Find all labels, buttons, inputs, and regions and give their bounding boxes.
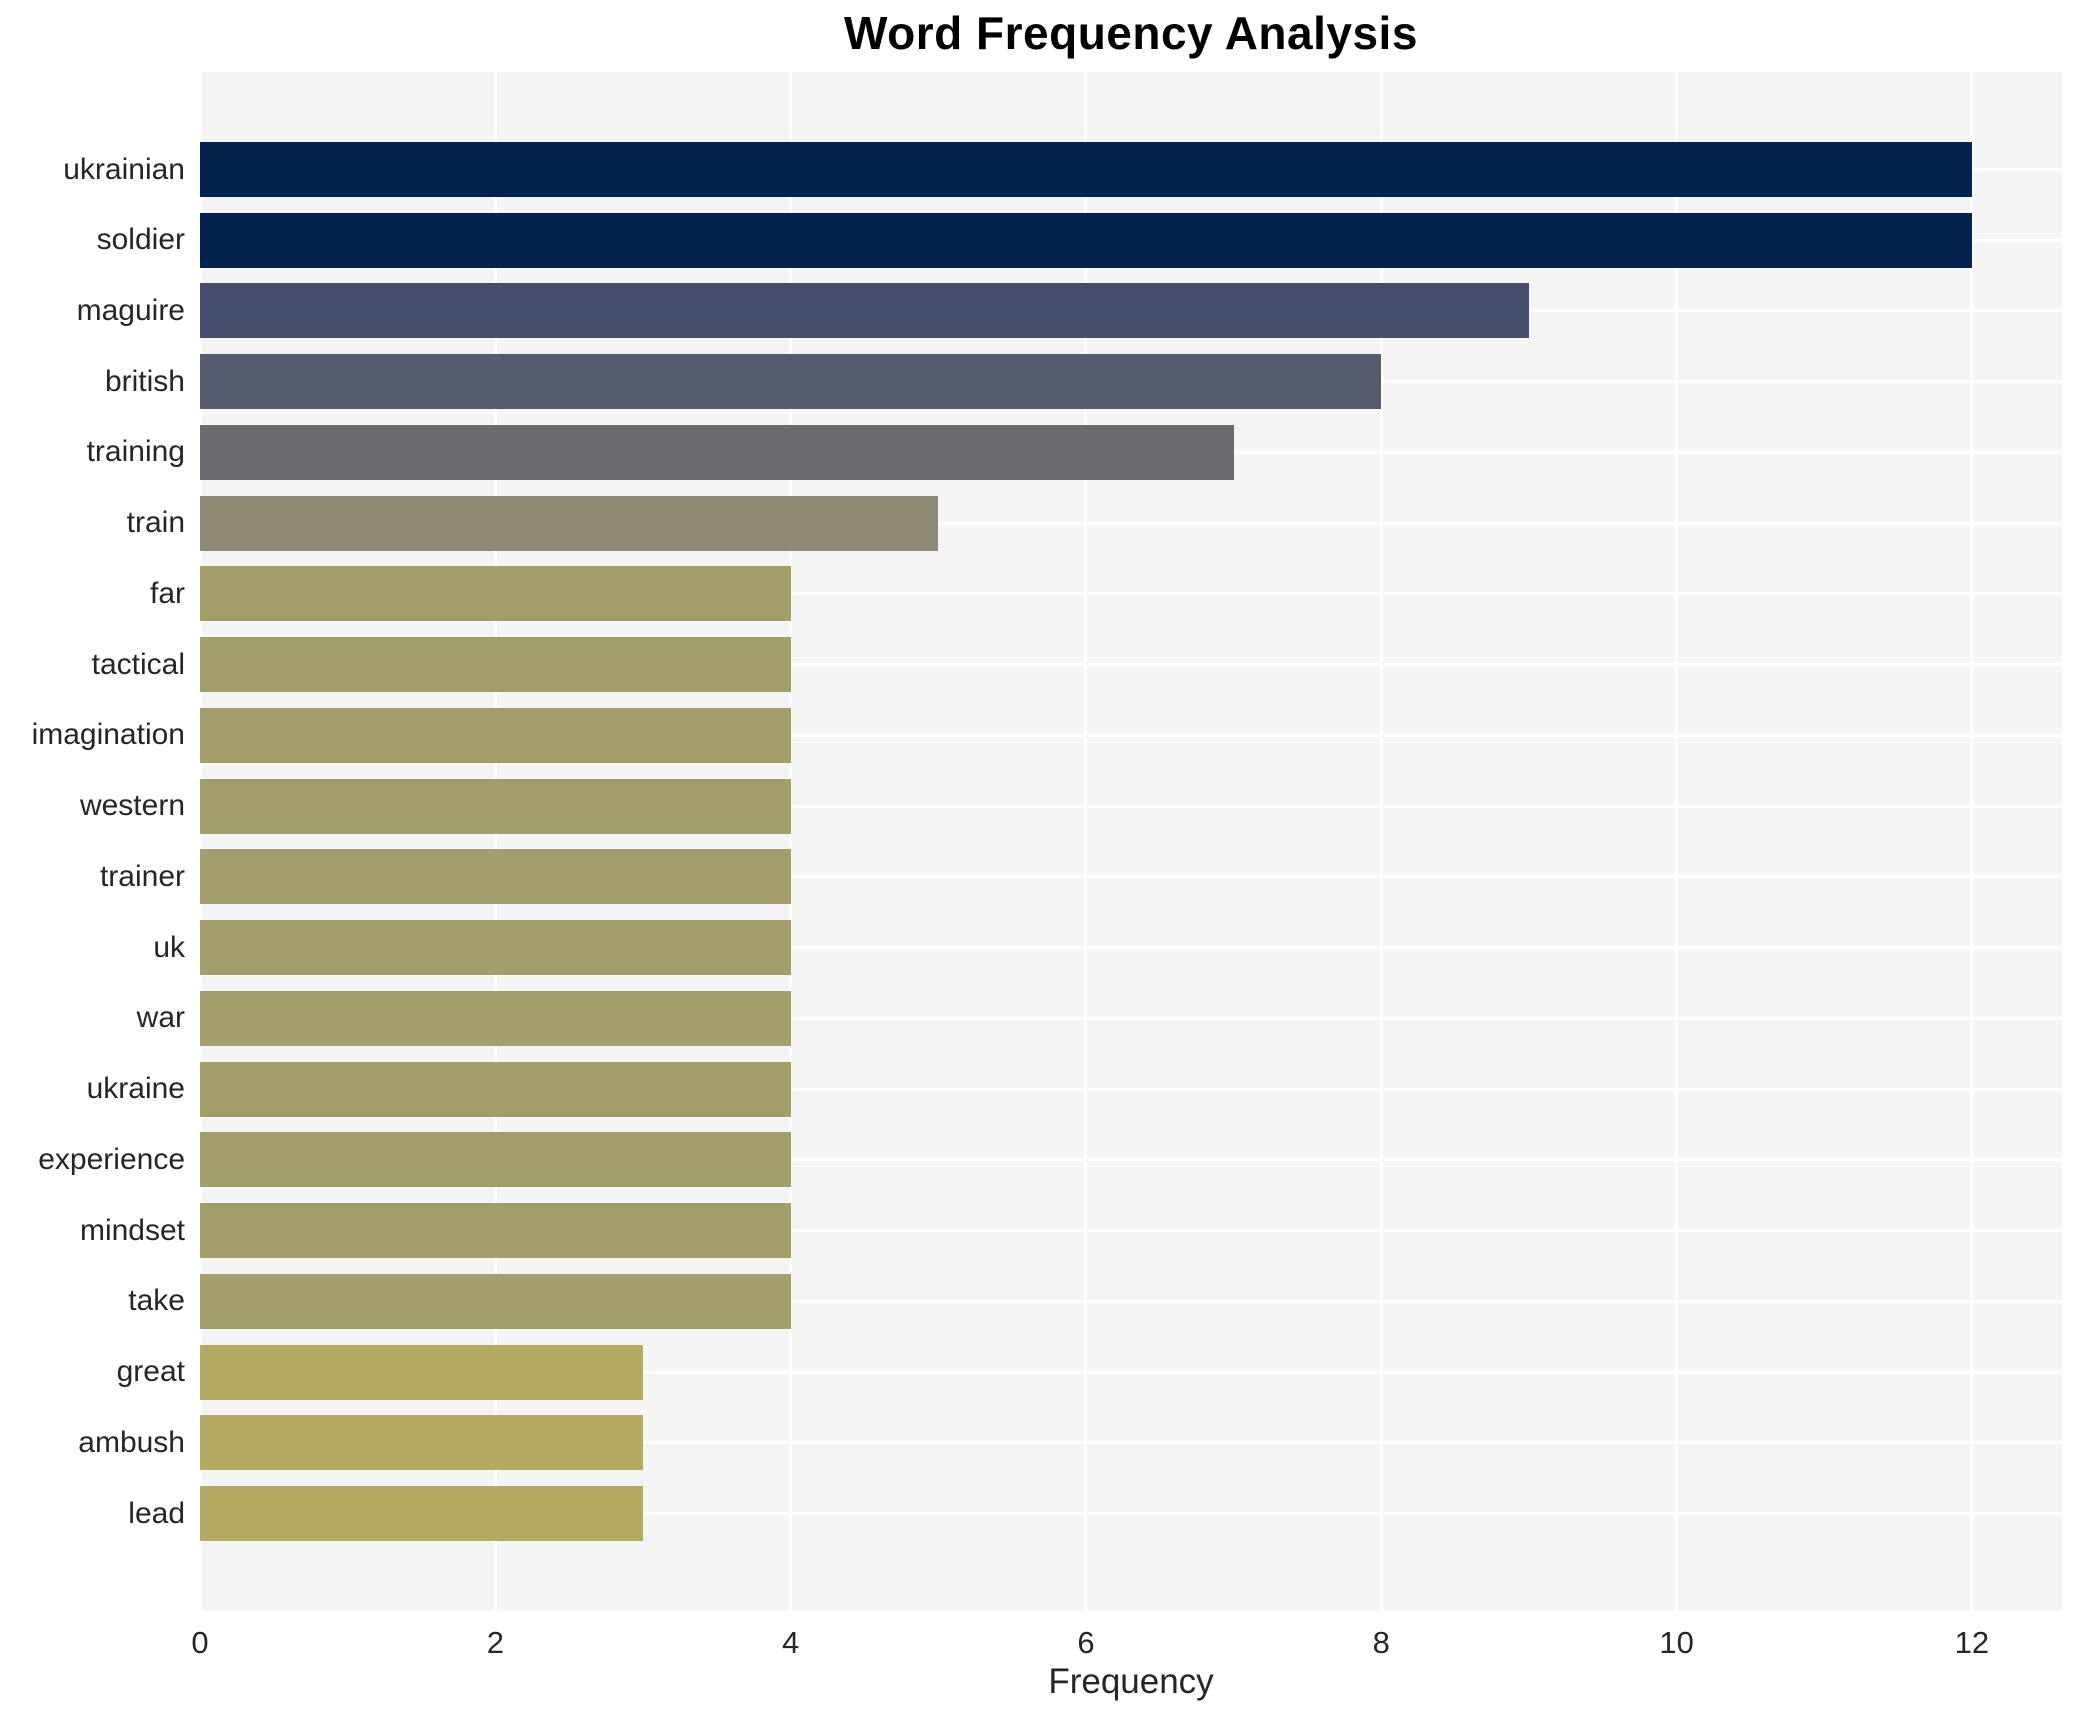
bar-far [200, 566, 791, 622]
y-tick-label-uk: uk [153, 930, 185, 964]
y-tick-label-war: war [136, 1001, 185, 1035]
bar-war [200, 990, 791, 1046]
bar-maguire [200, 283, 1529, 339]
bar-ukraine [200, 1061, 791, 1117]
y-tick-label-british: british [104, 364, 185, 398]
y-tick-label-great: great [116, 1355, 185, 1389]
bar-take [200, 1273, 791, 1329]
x-tick-label-4: 4 [782, 1625, 800, 1660]
bar-lead [200, 1486, 643, 1542]
y-tick-label-ukrainian: ukrainian [63, 152, 185, 186]
gridline-y [200, 804, 2062, 808]
bar-western [200, 778, 791, 834]
x-tick-label-0: 0 [191, 1625, 209, 1660]
y-tick-label-mindset: mindset [79, 1213, 185, 1247]
x-tick-label-8: 8 [1372, 1625, 1390, 1660]
chart-title: Word Frequency Analysis [844, 7, 1418, 59]
y-tick-label-western: western [79, 789, 185, 823]
y-tick-label-trainer: trainer [99, 859, 185, 893]
gridline-x [1970, 72, 1974, 1611]
x-tick-label-12: 12 [1954, 1625, 1990, 1660]
bar-ukrainian [200, 142, 1972, 197]
bar-uk [200, 920, 791, 976]
gridline-x [1084, 72, 1088, 1611]
y-tick-label-imagination: imagination [31, 718, 185, 752]
bar-great [200, 1344, 643, 1400]
y-tick-label-maguire: maguire [76, 293, 185, 327]
y-tick-label-tactical: tactical [91, 647, 185, 681]
gridline-y [200, 1087, 2062, 1091]
gridline-y [200, 1229, 2062, 1233]
y-tick-label-ambush: ambush [78, 1425, 185, 1459]
x-axis-title: Frequency [1048, 1662, 1214, 1701]
gridline-y [200, 592, 2062, 596]
gridline-y [200, 1512, 2062, 1516]
plot-area [198, 72, 2062, 1611]
bar-trainer [200, 849, 791, 905]
gridline-y [200, 663, 2062, 667]
gridline-y [200, 733, 2062, 737]
y-tick-label-lead: lead [128, 1496, 185, 1530]
y-tick-label-take: take [128, 1284, 185, 1318]
bar-train [200, 495, 939, 551]
y-tick-label-soldier: soldier [96, 223, 185, 257]
y-tick-label-experience: experience [38, 1142, 185, 1176]
bar-tactical [200, 637, 791, 693]
bar-mindset [200, 1203, 791, 1259]
bar-experience [200, 1132, 791, 1188]
x-tick-label-6: 6 [1077, 1625, 1095, 1660]
gridline-x [493, 72, 497, 1611]
gridline-x [789, 72, 793, 1611]
y-tick-label-ukraine: ukraine [86, 1072, 185, 1106]
bar-british [200, 354, 1382, 410]
gridline-x [198, 72, 202, 1611]
gridline-y [200, 875, 2062, 879]
x-tick-label-10: 10 [1659, 1625, 1694, 1660]
bar-training [200, 424, 1234, 480]
y-tick-label-far: far [149, 576, 185, 610]
bar-ambush [200, 1415, 643, 1471]
y-tick-label-training: training [86, 435, 185, 469]
gridline-x [1379, 72, 1383, 1611]
gridline-x [1675, 72, 1679, 1611]
gridline-y [200, 1158, 2062, 1162]
gridline-y [200, 1441, 2062, 1445]
x-tick-label-2: 2 [486, 1625, 504, 1660]
gridline-y [200, 946, 2062, 950]
bar-imagination [200, 707, 791, 763]
bar-soldier [200, 212, 1972, 268]
gridline-y [200, 521, 2062, 525]
y-tick-label-train: train [126, 506, 185, 540]
gridline-y [200, 1016, 2062, 1020]
gridline-y [200, 1370, 2062, 1374]
gridline-y [200, 1299, 2062, 1303]
